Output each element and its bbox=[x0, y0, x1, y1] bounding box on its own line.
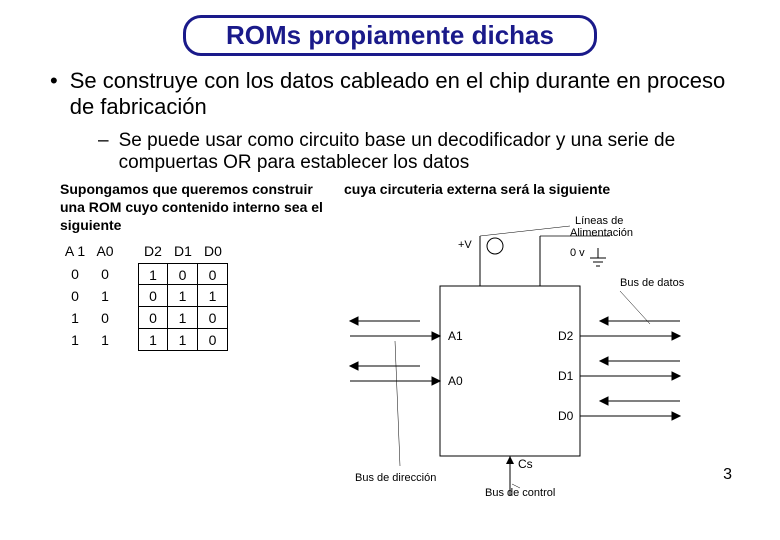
svg-text:Bus de control: Bus de control bbox=[485, 487, 555, 496]
cell: 1 bbox=[168, 285, 198, 307]
bullet-main: • Se construye con los datos cableado en… bbox=[50, 68, 730, 120]
bullet-sub: – Se puede usar como circuito base un de… bbox=[98, 130, 730, 174]
cell: 1 bbox=[168, 307, 198, 329]
svg-text:0 v: 0 v bbox=[570, 247, 585, 259]
th-d2: D2 bbox=[138, 243, 168, 259]
cell: 0 bbox=[60, 285, 90, 307]
cell: 1 bbox=[60, 329, 90, 351]
svg-text:Líneas de: Líneas de bbox=[575, 215, 623, 227]
th-d0: D0 bbox=[198, 243, 228, 259]
slide-title: ROMs propiamente dichas bbox=[226, 20, 554, 50]
cell: 0 bbox=[198, 329, 228, 351]
cell: 1 bbox=[138, 263, 168, 285]
cell: 1 bbox=[90, 329, 120, 351]
svg-text:D2: D2 bbox=[558, 329, 574, 343]
cell: 0 bbox=[90, 263, 120, 285]
cell: 1 bbox=[168, 329, 198, 351]
svg-text:Alimentación: Alimentación bbox=[570, 227, 633, 239]
cell: 1 bbox=[198, 285, 228, 307]
cell: 1 bbox=[138, 329, 168, 351]
rom-diagram: +V Líneas de Alimentación 0 v bbox=[340, 206, 700, 496]
page-number: 3 bbox=[723, 466, 732, 484]
th-d1: D1 bbox=[168, 243, 198, 259]
cell: 0 bbox=[198, 263, 228, 285]
cell: 0 bbox=[60, 263, 90, 285]
cell: 0 bbox=[90, 307, 120, 329]
right-intro-text: cuya circuteria externa será la siguient… bbox=[344, 180, 740, 198]
th-a1: A 1 bbox=[60, 243, 90, 259]
th-a0: A0 bbox=[90, 243, 120, 259]
cell: 0 bbox=[168, 263, 198, 285]
slide-title-box: ROMs propiamente dichas bbox=[183, 15, 597, 56]
svg-text:A1: A1 bbox=[448, 329, 463, 343]
svg-text:Bus de datos: Bus de datos bbox=[620, 277, 685, 289]
svg-text:+V: +V bbox=[458, 239, 472, 251]
svg-text:D1: D1 bbox=[558, 369, 574, 383]
cell: 1 bbox=[90, 285, 120, 307]
bullet-dash: – bbox=[98, 130, 109, 174]
left-intro-text: Supongamos que queremos construir una RO… bbox=[60, 180, 340, 235]
cell: 0 bbox=[138, 307, 168, 329]
cell: 0 bbox=[198, 307, 228, 329]
bullet-main-text: Se construye con los datos cableado en e… bbox=[70, 68, 730, 120]
svg-text:Bus de dirección: Bus de dirección bbox=[355, 472, 436, 484]
svg-text:A0: A0 bbox=[448, 374, 463, 388]
bullet-dot: • bbox=[50, 68, 58, 120]
svg-text:Cs: Cs bbox=[518, 457, 533, 471]
cell: 1 bbox=[60, 307, 90, 329]
cell: 0 bbox=[138, 285, 168, 307]
truth-table: A 1 A0 D2 D1 D0 0 0 1 0 0 bbox=[60, 243, 340, 351]
bullet-sub-text: Se puede usar como circuito base un deco… bbox=[119, 130, 730, 174]
svg-text:D0: D0 bbox=[558, 409, 574, 423]
